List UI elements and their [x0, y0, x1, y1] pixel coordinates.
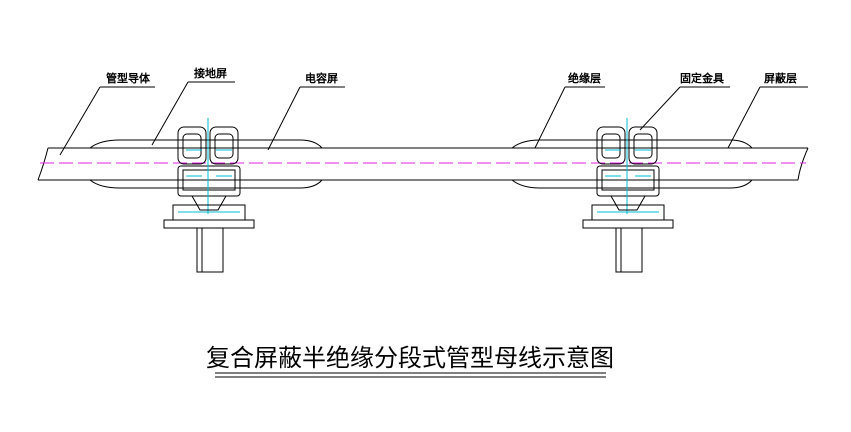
label: 接地屏 — [194, 66, 227, 80]
title: 复合屏蔽半绝缘分段式管型母线示意图 — [206, 344, 614, 372]
label: 屏蔽层 — [764, 71, 797, 85]
tube — [37, 147, 809, 181]
label: 管型导体 — [106, 71, 151, 85]
label: 电容屏 — [305, 71, 338, 85]
clamp-left — [163, 117, 255, 273]
clamp-right — [582, 117, 674, 273]
insulation-right — [511, 139, 753, 189]
leaders — [59, 81, 808, 156]
label: 固定金具 — [680, 71, 724, 85]
label: 绝缘层 — [568, 71, 601, 85]
